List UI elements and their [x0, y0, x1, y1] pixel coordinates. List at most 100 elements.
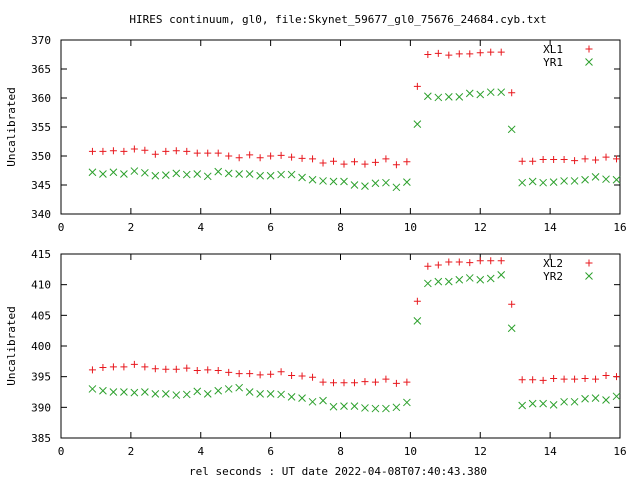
- x-tick-label: 2: [128, 445, 135, 458]
- data-point: [151, 171, 160, 180]
- data-point: [172, 391, 181, 399]
- x-axis-label: rel seconds : UT date 2022-04-08T07:40:4…: [189, 465, 487, 478]
- data-point: [539, 399, 547, 408]
- data-point: [130, 167, 139, 175]
- plot-frame: [60, 39, 621, 215]
- data-point: [392, 403, 401, 412]
- data-point: [319, 396, 327, 405]
- data-point: [423, 279, 432, 288]
- x-tick-label: 2: [128, 221, 135, 234]
- data-point: [88, 168, 97, 177]
- data-point: [99, 386, 107, 395]
- x-tick-label: 16: [613, 221, 626, 234]
- data-point: [99, 363, 107, 371]
- legend-marker: [585, 272, 593, 280]
- data-point: [151, 150, 159, 158]
- data-point: [444, 92, 453, 101]
- data-point: [193, 170, 202, 178]
- data-point: [287, 170, 296, 179]
- data-point: [120, 388, 128, 396]
- data-point: [507, 125, 516, 134]
- data-point: [581, 375, 589, 383]
- chart-title: HIRES continuum, gl0, file:Skynet_59677_…: [129, 13, 546, 26]
- data-point: [613, 155, 621, 163]
- data-point: [266, 171, 275, 180]
- data-point: [602, 371, 610, 379]
- data-point: [162, 147, 170, 155]
- data-point: [214, 149, 222, 157]
- data-point: [361, 378, 369, 386]
- data-point: [550, 375, 558, 383]
- data-point: [539, 178, 547, 187]
- data-point: [560, 177, 568, 185]
- data-point: [560, 397, 568, 406]
- data-point: [256, 371, 264, 379]
- data-point: [455, 258, 463, 266]
- data-point: [497, 48, 505, 56]
- data-point: [288, 153, 296, 161]
- data-point: [309, 373, 317, 381]
- data-point: [403, 178, 411, 186]
- data-point: [581, 394, 589, 403]
- data-point: [109, 147, 117, 155]
- data-point: [413, 316, 422, 325]
- x-tick-label: 12: [474, 221, 487, 234]
- data-point: [193, 367, 201, 375]
- data-point: [141, 146, 149, 154]
- y-tick-label: 370: [31, 34, 51, 47]
- data-point: [518, 401, 527, 410]
- data-point: [256, 154, 264, 162]
- data-point: [465, 274, 474, 282]
- x-tick-label: 4: [197, 445, 204, 458]
- data-point: [183, 147, 191, 155]
- y-tick-label: 340: [31, 208, 51, 221]
- x-tick-label: 6: [267, 445, 274, 458]
- data-point: [549, 178, 558, 186]
- y-tick-label: 350: [31, 150, 51, 163]
- y-tick-label: 415: [31, 248, 51, 261]
- data-point: [204, 366, 212, 374]
- data-point: [529, 376, 537, 384]
- data-point: [214, 167, 223, 176]
- data-point: [476, 90, 485, 99]
- data-point: [444, 277, 453, 286]
- data-point: [224, 385, 233, 393]
- data-point: [591, 394, 600, 402]
- data-point: [309, 155, 317, 163]
- data-point: [487, 257, 495, 265]
- data-point: [581, 175, 589, 184]
- data-point: [423, 92, 432, 101]
- legend-label: XL2: [543, 257, 563, 270]
- data-point: [602, 175, 610, 184]
- data-point: [371, 378, 379, 386]
- data-point: [161, 389, 170, 398]
- data-point: [518, 157, 526, 165]
- data-point: [486, 88, 495, 97]
- data-point: [476, 49, 484, 57]
- x-tick-label: 4: [197, 221, 204, 234]
- data-point: [403, 398, 411, 407]
- data-point: [571, 375, 579, 383]
- legend-label: XL1: [543, 43, 563, 56]
- legend-marker: [585, 259, 593, 267]
- data-point: [130, 145, 138, 153]
- data-point: [151, 365, 159, 373]
- data-point: [109, 388, 118, 396]
- data-point: [266, 389, 275, 398]
- data-point: [486, 274, 495, 283]
- x-tick-label: 8: [337, 445, 344, 458]
- y-tick-label: 395: [31, 371, 51, 384]
- data-point: [613, 373, 621, 381]
- data-point: [466, 50, 474, 58]
- data-point: [245, 170, 254, 178]
- data-point: [267, 370, 275, 378]
- y-tick-label: 355: [31, 121, 51, 134]
- data-point: [550, 155, 558, 163]
- data-point: [193, 387, 202, 396]
- data-point: [161, 171, 170, 179]
- data-point: [371, 404, 380, 413]
- data-point: [298, 154, 306, 162]
- data-point: [592, 156, 600, 164]
- data-point: [330, 157, 338, 165]
- data-point: [141, 363, 149, 371]
